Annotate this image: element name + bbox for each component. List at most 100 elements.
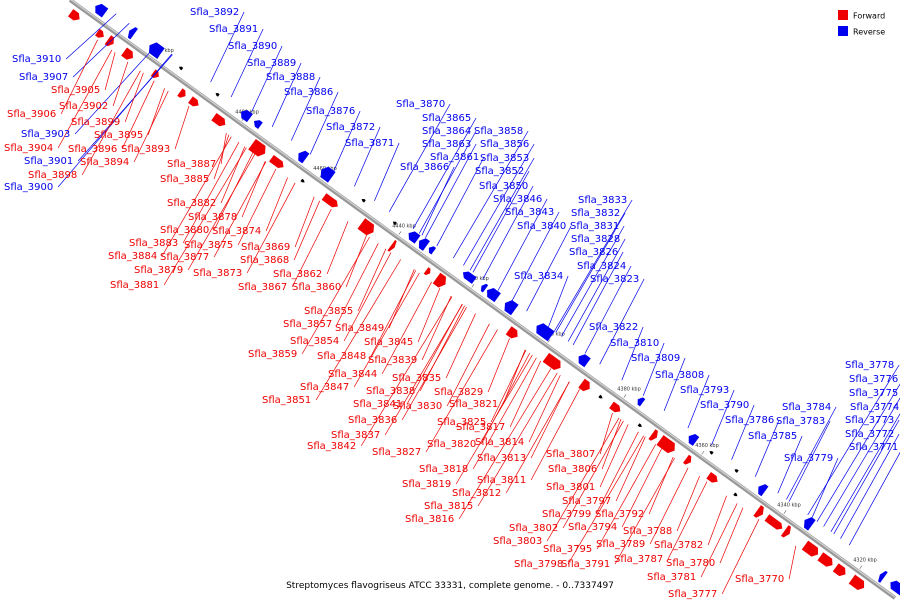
- reverse-gene-label: Sfla_3771: [849, 442, 898, 453]
- reverse-gene-label: Sfla_3840: [517, 221, 566, 232]
- forward-gene-label: Sfla_3851: [262, 395, 311, 406]
- forward-leader-line: [384, 304, 463, 436]
- misc-feature-mark: [392, 221, 397, 226]
- gene-shape: [95, 28, 104, 38]
- reverse-gene-block: [127, 27, 138, 40]
- forward-gene-label: Sfla_3827: [372, 447, 421, 458]
- forward-leader-line: [649, 467, 689, 545]
- gene-shape: [801, 540, 818, 557]
- forward-leader-line: [343, 252, 392, 342]
- forward-leader-line: [353, 272, 420, 388]
- forward-leader-line: [124, 72, 144, 123]
- forward-leader-line: [676, 475, 700, 532]
- gene-shape: [300, 178, 305, 183]
- reverse-gene-block: [536, 323, 555, 342]
- tick-label: 4380 kbp: [617, 386, 641, 392]
- forward-gene-block: [104, 35, 114, 47]
- reverse-leader-line: [77, 54, 173, 162]
- gene-shape: [215, 93, 220, 97]
- forward-gene-block: [764, 514, 783, 530]
- reverse-leader-line: [555, 212, 626, 333]
- tick-label: 4340 kbp: [777, 502, 801, 508]
- forward-gene-label: Sfla_3803: [493, 536, 542, 547]
- forward-gene-block: [706, 472, 718, 483]
- reverse-gene-label: Sfla_3871: [345, 138, 394, 149]
- forward-leader-line: [326, 221, 349, 275]
- forward-gene-label: Sfla_3883: [129, 238, 178, 249]
- gene-shape: [253, 120, 263, 129]
- reverse-gene-block: [428, 246, 437, 255]
- forward-leader-line: [596, 444, 657, 550]
- reverse-gene-label: Sfla_3775: [849, 388, 898, 399]
- forward-gene-block: [848, 574, 865, 591]
- reverse-gene-label: Sfla_3886: [284, 87, 333, 98]
- reverse-leader-line: [807, 364, 900, 516]
- forward-leader-line: [360, 296, 453, 447]
- forward-gene-label: Sfla_3848: [317, 351, 366, 362]
- reverse-gene-label: Sfla_3865: [422, 113, 471, 124]
- reverse-leader-line: [333, 110, 361, 172]
- tick-mark: [471, 284, 475, 288]
- reverse-gene-label: Sfla_3864: [422, 126, 471, 137]
- forward-gene-label: Sfla_3830: [393, 401, 442, 412]
- reverse-leader-line: [786, 406, 837, 500]
- gene-shape: [148, 42, 165, 59]
- gene-shape: [241, 109, 253, 123]
- forward-leader-line: [567, 435, 645, 565]
- forward-gene-label: Sfla_3845: [364, 337, 413, 348]
- reverse-leader-line: [567, 238, 626, 342]
- gene-shape: [418, 238, 430, 251]
- reverse-leader-line: [788, 420, 831, 502]
- reverse-gene-label: Sfla_3776: [849, 374, 898, 385]
- forward-gene-label: Sfla_3878: [188, 212, 237, 223]
- forward-leader-line: [121, 80, 155, 150]
- forward-leader-line: [237, 168, 277, 246]
- reverse-gene-label: Sfla_3872: [326, 122, 375, 133]
- forward-leader-line: [446, 323, 490, 407]
- forward-gene-label: Sfla_3799: [542, 509, 591, 520]
- misc-feature-mark: [598, 394, 603, 399]
- reverse-gene-label: Sfla_3889: [247, 58, 296, 69]
- reverse-gene-label: Sfla_3773: [845, 415, 894, 426]
- forward-gene-label: Sfla_3868: [240, 255, 289, 266]
- gene-shape: [357, 218, 375, 236]
- reverse-leader-line: [687, 374, 710, 429]
- gene-shape: [68, 9, 80, 21]
- forward-gene-label: Sfla_3879: [134, 265, 183, 276]
- forward-leader-line: [104, 52, 116, 91]
- forward-leader-line: [161, 136, 232, 257]
- reverse-gene-label: Sfla_3846: [493, 194, 542, 205]
- forward-gene-label: Sfla_3798: [514, 559, 563, 570]
- forward-leader-line: [163, 147, 247, 286]
- reverse-gene-label: Sfla_3852: [475, 166, 524, 177]
- gene-shape: [321, 193, 338, 208]
- forward-gene-label: Sfla_3792: [595, 509, 644, 520]
- reverse-leader-line: [561, 225, 625, 337]
- forward-leader-line: [60, 39, 98, 115]
- legend-forward-swatch: [838, 10, 848, 20]
- forward-gene-label: Sfla_3813: [477, 453, 526, 464]
- forward-leader-line: [480, 352, 531, 445]
- forward-leader-line: [599, 424, 629, 488]
- gene-shape: [637, 397, 646, 407]
- reverse-gene-label: Sfla_3843: [505, 207, 554, 218]
- forward-leader-line: [220, 146, 246, 204]
- reverse-gene-block: [253, 120, 263, 129]
- forward-gene-label: Sfla_3905: [51, 85, 100, 96]
- forward-gene-block: [801, 540, 818, 557]
- reverse-gene-label: Sfla_3786: [725, 415, 774, 426]
- gene-shape: [121, 47, 133, 60]
- forward-gene-block: [188, 96, 199, 107]
- forward-gene-label: Sfla_3867: [238, 282, 287, 293]
- forward-leader-line: [425, 329, 498, 453]
- gene-shape: [706, 472, 718, 483]
- reverse-gene-block: [462, 271, 477, 284]
- reverse-gene-label: Sfla_3870: [396, 99, 445, 110]
- forward-gene-block: [432, 272, 447, 288]
- forward-gene-label: Sfla_3777: [668, 589, 717, 600]
- reverse-leader-line: [848, 451, 900, 546]
- reverse-leader-line: [833, 419, 900, 535]
- forward-leader-line: [788, 545, 797, 580]
- gene-shape: [150, 69, 159, 78]
- forward-gene-label: Sfla_3873: [193, 268, 242, 279]
